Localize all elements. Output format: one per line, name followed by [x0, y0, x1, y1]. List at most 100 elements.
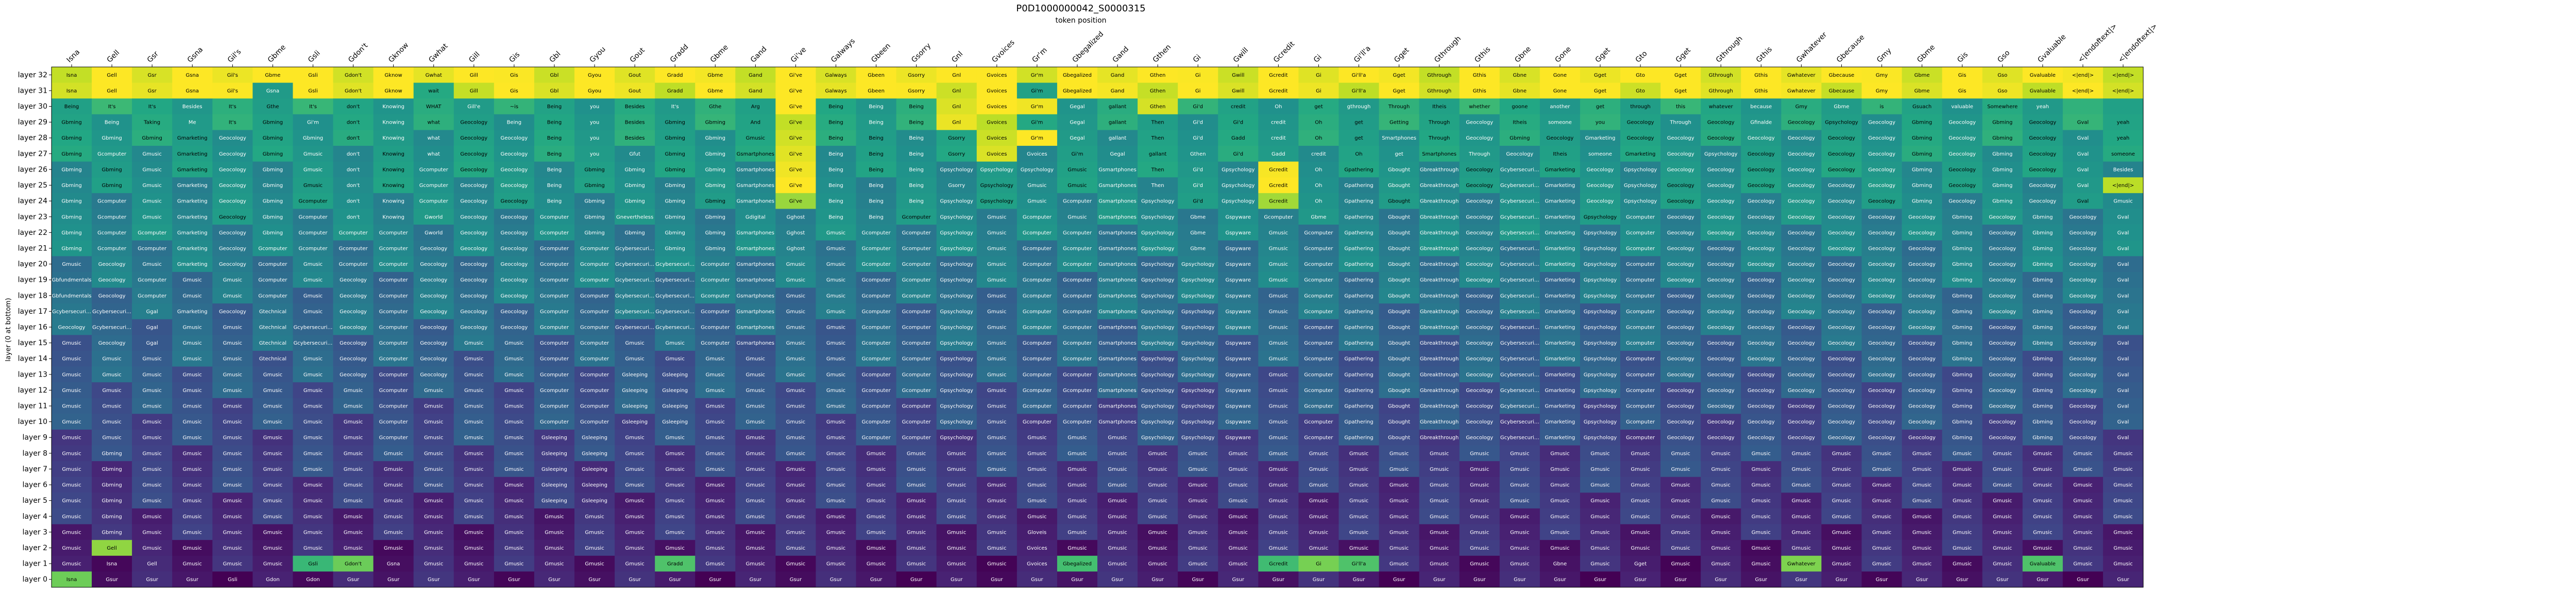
cell-label: Gsur: [508, 577, 520, 583]
heatmap-cell: [212, 67, 253, 83]
heatmap-cell: [1016, 445, 1058, 462]
cell-label: Me: [189, 120, 196, 126]
cell-label: don't: [347, 104, 360, 110]
heatmap-cell: [735, 398, 776, 414]
cell-label: Gbought: [1388, 199, 1410, 205]
cell-label: Gmusic: [987, 404, 1006, 410]
cell-label: Geocology: [420, 246, 447, 251]
heatmap-cell: [172, 114, 213, 130]
cell-label: Being: [909, 135, 923, 141]
cell-label: Geocology: [1707, 214, 1735, 220]
cell-label: Gmusic: [826, 498, 845, 504]
cell-label: Gpathering: [1344, 183, 1373, 189]
cell-label: Gmusic: [183, 530, 202, 535]
cell-label: Gcomputer: [1063, 309, 1092, 315]
cell-label: Gmusic: [1067, 183, 1087, 189]
cell-label: wait: [428, 88, 439, 94]
heatmap-cell: [775, 240, 816, 257]
cell-label: Gghost: [787, 246, 805, 251]
heatmap-cell: [1580, 319, 1621, 335]
heatmap-cell: [2022, 256, 2063, 273]
cell-label: Gmusic: [987, 451, 1006, 456]
heatmap-cell: [1660, 98, 1701, 115]
cell-label: Geocology: [1506, 151, 1533, 157]
heatmap-cell: [1097, 287, 1138, 304]
cell-label: Gbming: [101, 183, 122, 189]
heatmap-cell: [896, 209, 937, 225]
heatmap-cell: [615, 209, 655, 225]
cell-label: Geocology: [1466, 183, 1493, 189]
heatmap-cell: [172, 461, 213, 478]
cell-label: Being: [869, 183, 883, 189]
heatmap-cell: [615, 461, 655, 478]
heatmap-cell: [1379, 67, 1420, 83]
cell-label: Gcomputer: [902, 230, 931, 236]
heatmap-cell: [1660, 382, 1701, 399]
cell-label: Gcomputer: [1304, 309, 1333, 315]
heatmap-cell: [936, 114, 977, 130]
cell-label: Gsur: [387, 577, 400, 583]
heatmap-cell: [1861, 382, 1902, 399]
heatmap-cell: [574, 303, 615, 320]
cell-label: Gmusic: [223, 341, 242, 346]
cell-label: Gmusic: [1510, 562, 1529, 567]
cell-label: Geocology: [1748, 404, 1775, 410]
heatmap-cell: [1097, 256, 1138, 273]
cell-label: Gmusic: [746, 372, 765, 378]
heatmap-cell: [1178, 445, 1218, 462]
heatmap-cell: [1781, 429, 1822, 446]
heatmap-cell: [615, 445, 655, 462]
heatmap-cell: [1379, 209, 1420, 225]
heatmap-cell: [1660, 366, 1701, 383]
heatmap-cell: [1861, 350, 1902, 367]
cell-label: Gcomputer: [1304, 293, 1333, 299]
cell-label: Gi'm: [1031, 120, 1043, 126]
heatmap-cell: [1821, 193, 1862, 209]
cell-label: Geocology: [1788, 404, 1815, 410]
cell-label: Geocology: [1667, 151, 1694, 157]
cell-label: Geocology: [460, 325, 487, 331]
cell-label: Gmusic: [826, 309, 845, 315]
heatmap-cell: [1138, 445, 1178, 462]
x-tick-label: Gwhatever: [1795, 30, 1829, 64]
cell-label: Gmusic: [62, 451, 81, 456]
cell-label: Geocology: [2069, 435, 2096, 441]
cell-label: Gthe: [266, 104, 279, 110]
cell-label: Gcybersecuri…: [294, 341, 333, 346]
cell-label: Gmusic: [1189, 451, 1208, 456]
heatmap-cell: [132, 445, 173, 462]
cell-label: Gmusic: [303, 530, 323, 535]
heatmap-cell: [1459, 429, 1500, 446]
heatmap-cell: [132, 319, 173, 335]
cell-label: Geocology: [1748, 183, 1775, 189]
cell-label: Gmusic: [183, 546, 202, 551]
heatmap-cell: [1781, 414, 1822, 430]
heatmap-cell: [1138, 429, 1178, 446]
heatmap-cell: [1701, 67, 1741, 83]
cell-label: Geocology: [1828, 183, 1855, 189]
heatmap-cell: [1178, 209, 1218, 225]
heatmap-cell: [1178, 98, 1218, 115]
heatmap-cell: [1258, 350, 1299, 367]
heatmap-cell: [453, 209, 495, 225]
cell-label: Gmusic: [303, 293, 323, 299]
heatmap-cell: [976, 82, 1018, 99]
heatmap-cell: [52, 445, 92, 462]
cell-label: Gcomputer: [540, 278, 569, 283]
heatmap-cell: [1781, 130, 1822, 146]
cell-label: Gmusic: [223, 530, 242, 535]
cell-label: Gpsychology: [1624, 183, 1657, 189]
heatmap-cell: [373, 271, 414, 288]
cell-label: Gcomputer: [1023, 293, 1052, 299]
heatmap-cell: [252, 82, 293, 99]
cell-label: Gcomputer: [540, 230, 569, 236]
cell-label: Galways: [825, 73, 846, 78]
heatmap-cell: [1258, 193, 1299, 209]
x-tick-label: Gthrough: [1715, 35, 1744, 64]
cell-label: Gpsychology: [940, 199, 973, 205]
cell-label: Gcomputer: [299, 199, 328, 205]
heatmap-cell: [1138, 319, 1178, 335]
cell-label: Gmusic: [1872, 530, 1891, 535]
cell-label: Gsur: [1393, 577, 1405, 583]
heatmap-cell: [976, 177, 1018, 194]
